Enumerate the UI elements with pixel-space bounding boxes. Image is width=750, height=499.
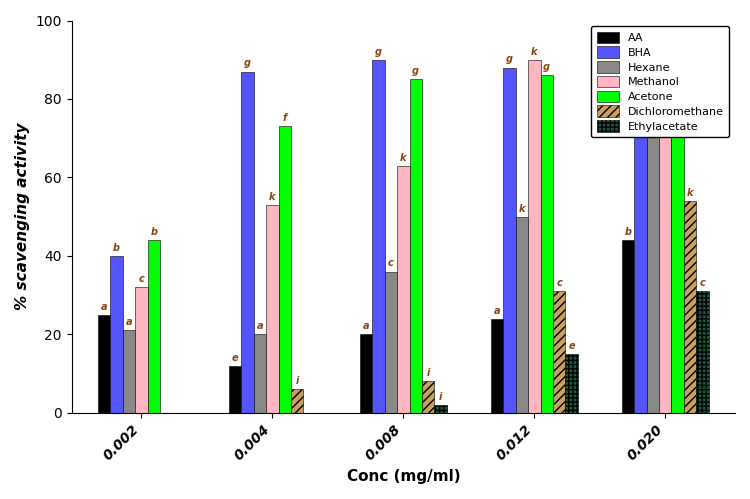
Text: a: a [363,321,369,331]
Text: e: e [568,341,575,351]
Text: f: f [651,105,655,115]
Text: c: c [700,278,706,288]
Bar [622,240,634,413]
Bar [98,315,110,413]
Text: a: a [126,317,132,327]
Bar [696,291,709,413]
Bar [541,75,553,413]
Bar [360,334,372,413]
Bar [110,256,123,413]
Bar [528,60,541,413]
Text: e: e [232,353,238,363]
Bar [242,71,254,413]
Text: k: k [531,46,538,56]
Y-axis label: % scavenging activity: % scavenging activity [15,123,30,310]
X-axis label: Conc (mg/ml): Conc (mg/ml) [346,469,460,484]
Bar [229,366,242,413]
Text: a: a [100,302,107,312]
Text: b: b [150,227,158,237]
Bar [397,166,410,413]
Legend: AA, BHA, Hexane, Methanol, Acetone, Dichloromethane, Ethylacetate: AA, BHA, Hexane, Methanol, Acetone, Dich… [591,26,730,137]
Text: a: a [494,305,500,315]
Bar [422,382,434,413]
Bar [434,405,447,413]
Text: k: k [518,204,525,214]
Bar [646,119,659,413]
Text: i: i [439,392,442,402]
Text: b: b [113,243,120,253]
Bar [254,334,266,413]
Bar [659,64,671,413]
Bar [516,217,528,413]
Bar [278,126,291,413]
Text: g: g [413,66,419,76]
Text: g: g [662,50,669,60]
Text: b: b [625,227,632,237]
Text: g: g [637,46,644,56]
Text: c: c [556,278,562,288]
Bar [385,271,397,413]
Bar [148,240,160,413]
Text: g: g [244,58,251,68]
Text: g: g [506,54,513,64]
Text: c: c [388,258,394,268]
Text: g: g [674,62,681,72]
Bar [490,319,503,413]
Text: f: f [283,113,287,123]
Text: a: a [256,321,263,331]
Bar [291,389,304,413]
Bar [123,330,135,413]
Text: k: k [400,153,406,163]
Bar [634,60,646,413]
Bar [135,287,148,413]
Bar [684,201,696,413]
Text: k: k [269,192,275,202]
Bar [566,354,578,413]
Text: i: i [427,368,430,378]
Bar [553,291,566,413]
Bar [410,79,422,413]
Bar [372,60,385,413]
Bar [503,67,516,413]
Bar [671,75,684,413]
Text: k: k [687,188,694,198]
Text: g: g [543,62,550,72]
Text: i: i [296,376,299,386]
Text: c: c [139,274,144,284]
Bar [266,205,278,413]
Text: g: g [375,46,382,56]
